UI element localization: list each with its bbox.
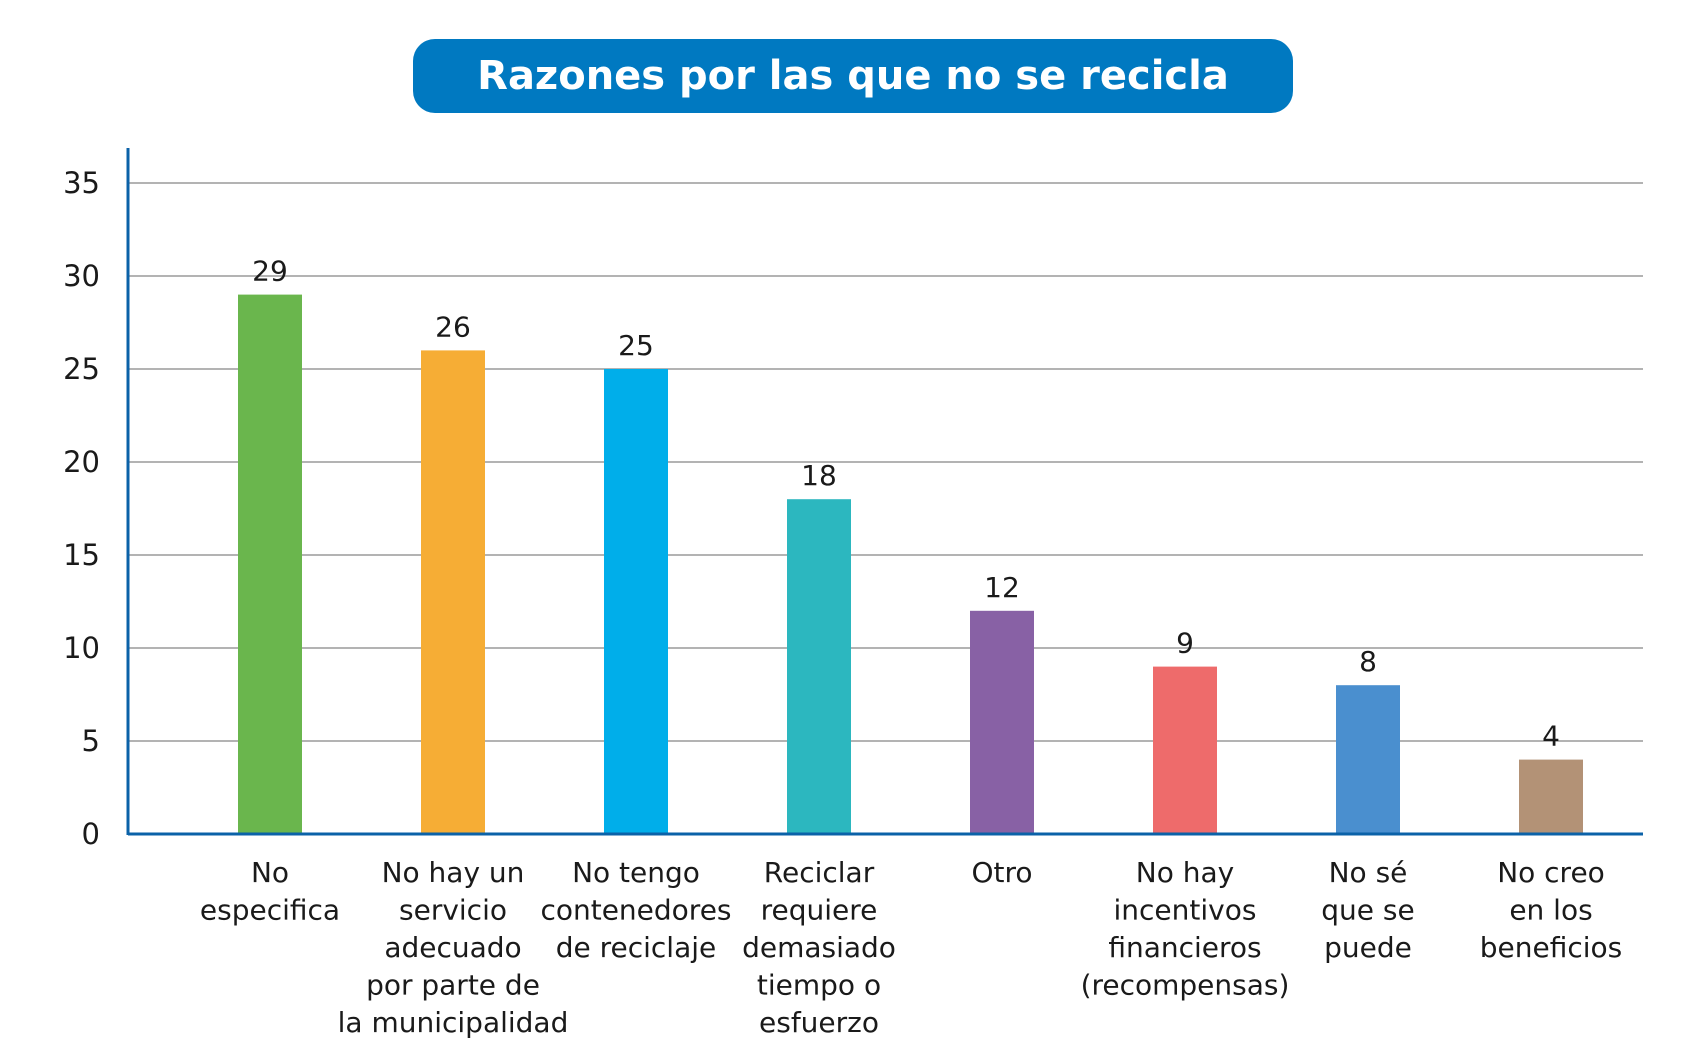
y-tick-label-10: 10 [63, 631, 100, 665]
y-tick-labels: 0 5 10 15 20 25 30 35 [63, 166, 100, 851]
category-label-line: la municipalidad [338, 1006, 569, 1039]
category-label-line: adecuado [384, 931, 521, 964]
bar-0 [238, 294, 302, 835]
bars [238, 294, 1583, 835]
category-label-line: por parte de [366, 969, 540, 1002]
value-label-3: 18 [801, 459, 837, 492]
category-label-line: servicio [399, 894, 507, 927]
category-label-5: No hay incentivos financieros (recompensas) [1081, 856, 1290, 1002]
category-labels: No especifica No hay un servicio adecuado por… [200, 856, 1622, 1039]
category-label-line: que se [1321, 894, 1414, 927]
value-label-7: 4 [1542, 720, 1560, 753]
category-label-line: Otro [971, 856, 1032, 889]
bar-4 [970, 610, 1034, 834]
category-label-line: No tengo [572, 856, 700, 889]
category-label-4: Otro [971, 856, 1032, 889]
category-label-line: beneficios [1480, 931, 1623, 964]
category-label-line: demasiado [742, 931, 896, 964]
category-label-line: esfuerzo [759, 1006, 879, 1039]
bar-2 [604, 369, 668, 834]
category-label-line: requiere [761, 894, 878, 927]
value-label-1: 26 [435, 310, 471, 343]
category-label-line: Reciclar [764, 856, 875, 889]
category-label-1: No hay un servicio adecuado por parte de la … [338, 856, 569, 1039]
chart-title: Razones por las que no se recicla [413, 39, 1293, 113]
category-label-line: No creo [1497, 856, 1605, 889]
bar-6 [1336, 685, 1400, 834]
category-label-line: en los [1509, 894, 1592, 927]
category-label-6: No sé que se puede [1321, 856, 1414, 964]
y-tick-label-0: 0 [82, 817, 100, 851]
category-label-3: Reciclar requiere demasiado tiempo o esfuerz… [742, 856, 896, 1039]
category-label-line: de reciclaje [556, 931, 717, 964]
bar-7 [1519, 759, 1583, 834]
value-label-2: 25 [618, 329, 654, 362]
category-label-line: puede [1324, 931, 1412, 964]
value-label-4: 12 [984, 571, 1020, 604]
y-tick-label-15: 15 [63, 538, 100, 572]
axes [126, 148, 1643, 836]
category-label-line: contenedores [540, 894, 731, 927]
bar-3 [787, 499, 851, 834]
category-label-line: (recompensas) [1081, 969, 1290, 1002]
y-tick-label-30: 30 [63, 259, 100, 293]
value-label-6: 8 [1359, 645, 1377, 678]
bar-1 [421, 350, 485, 834]
value-label-0: 29 [252, 255, 288, 288]
y-tick-label-35: 35 [63, 166, 100, 200]
bar-5 [1153, 666, 1217, 834]
y-tick-label-25: 25 [63, 352, 100, 386]
category-label-line: incentivos [1114, 894, 1257, 927]
category-label-7: No creo en los beneficios [1480, 856, 1623, 964]
category-label-line: No hay un [382, 856, 525, 889]
y-tick-label-20: 20 [63, 445, 100, 479]
category-label-line: No hay [1136, 856, 1234, 889]
value-label-5: 9 [1176, 627, 1194, 660]
category-label-line: No sé [1329, 856, 1408, 889]
y-tick-label-5: 5 [82, 724, 100, 758]
category-label-line: financieros [1108, 931, 1261, 964]
category-label-line: No [251, 856, 289, 889]
category-label-line: tiempo o [757, 969, 881, 1002]
category-label-2: No tengo contenedores de reciclaje [540, 856, 731, 964]
category-label-0: No especifica [200, 856, 340, 927]
grid-lines [128, 182, 1643, 742]
value-labels: 29 26 25 18 12 9 8 4 [252, 255, 1560, 753]
category-label-line: especifica [200, 894, 340, 927]
